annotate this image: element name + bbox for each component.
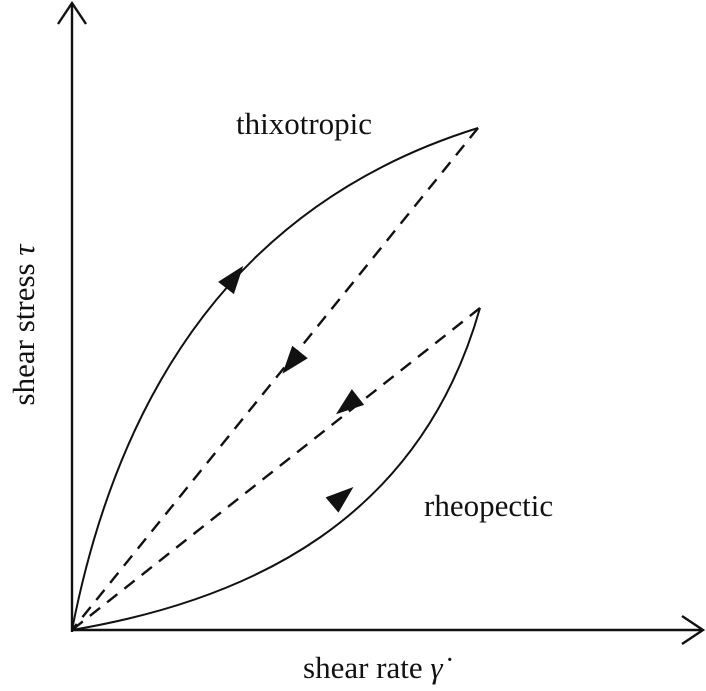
x-axis-label: shear rate γ̇ [303, 650, 452, 685]
curve-label: rheopectic [424, 488, 553, 523]
rheopectic-down-line [71, 307, 481, 631]
rheopectic-up-curve [71, 307, 481, 631]
y-axis-text: shear stress [6, 263, 41, 405]
y-axis-arrow [57, 0, 87, 25]
curve-label: thixotropic [236, 106, 372, 141]
x-axis-arrow [681, 615, 706, 645]
thixotropic-down-line [71, 127, 479, 631]
arrow-head [282, 345, 308, 374]
y-axis-symbol: τ [6, 243, 41, 256]
arrow-head [218, 265, 244, 295]
x-axis-text: shear rate [303, 650, 423, 685]
y-axis-label: shear stress τ [6, 243, 41, 406]
thixotropic-up-curve [71, 127, 479, 631]
arrow-head [325, 487, 354, 513]
arrow-head [335, 389, 365, 415]
x-axis-symbol: γ̇ [430, 650, 451, 685]
